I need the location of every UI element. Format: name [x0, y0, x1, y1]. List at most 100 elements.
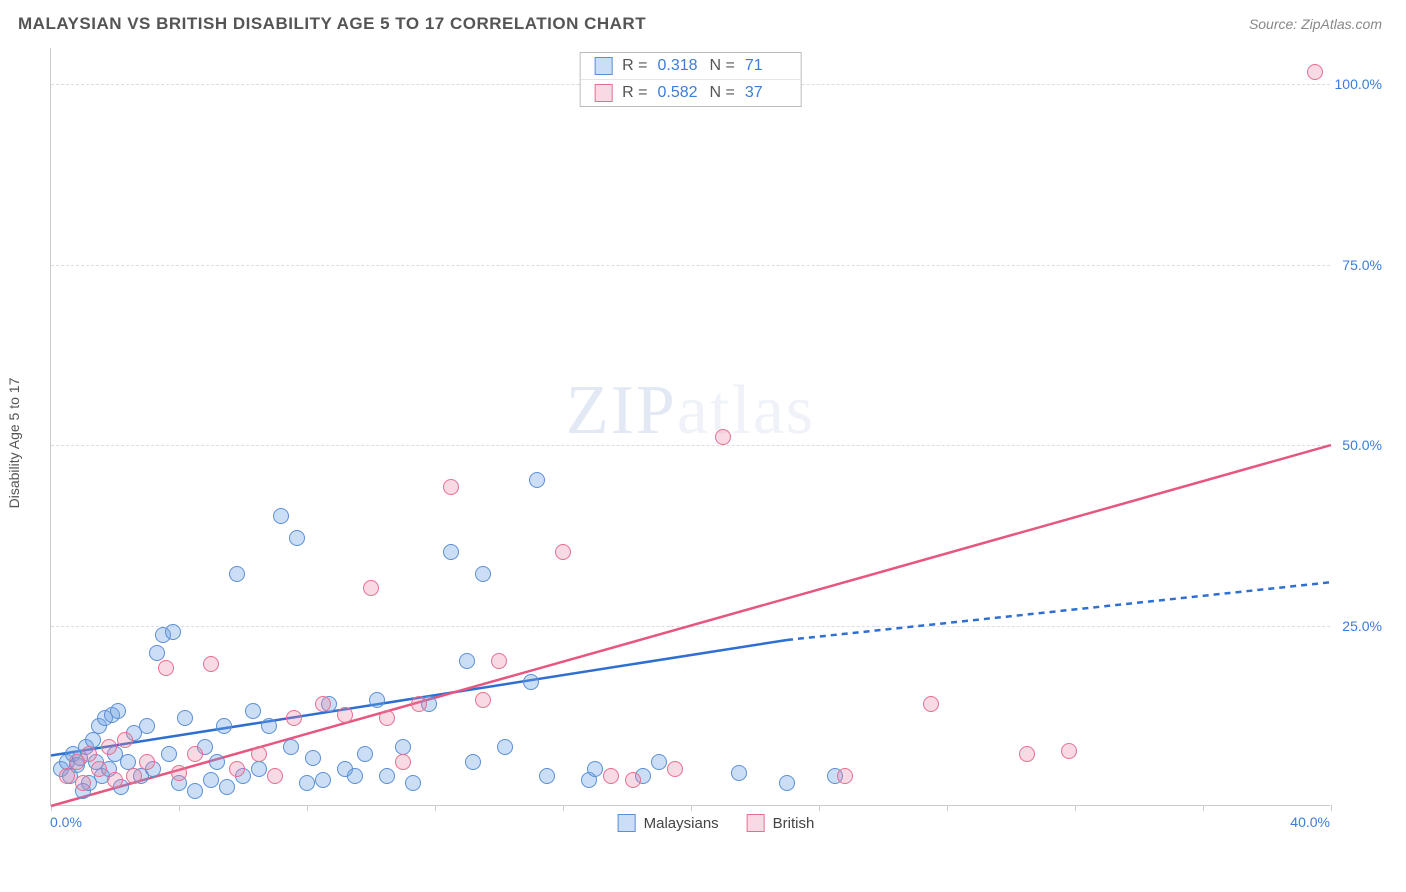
- data-point-malaysians: [187, 783, 203, 799]
- data-point-british: [1019, 746, 1035, 762]
- data-point-british: [126, 768, 142, 784]
- data-point-malaysians: [261, 718, 277, 734]
- x-tick: [563, 805, 564, 811]
- data-point-malaysians: [475, 566, 491, 582]
- swatch-british: [747, 814, 765, 832]
- data-point-british: [395, 754, 411, 770]
- data-point-british: [337, 707, 353, 723]
- data-point-british: [315, 696, 331, 712]
- data-point-malaysians: [779, 775, 795, 791]
- data-point-malaysians: [251, 761, 267, 777]
- data-point-british: [475, 692, 491, 708]
- legend-item-malaysians: Malaysians: [618, 814, 719, 832]
- n-value-british: 37: [745, 84, 787, 102]
- data-point-malaysians: [165, 624, 181, 640]
- data-point-malaysians: [443, 544, 459, 560]
- x-tick: [1331, 805, 1332, 811]
- y-tick-label: 50.0%: [1342, 437, 1382, 453]
- watermark: ZIPatlas: [566, 371, 815, 451]
- data-point-british: [667, 761, 683, 777]
- data-point-british: [363, 580, 379, 596]
- r-value-british: 0.582: [658, 84, 700, 102]
- n-value-malaysians: 71: [745, 57, 787, 75]
- y-tick-label: 25.0%: [1342, 618, 1382, 634]
- data-point-malaysians: [465, 754, 481, 770]
- data-point-malaysians: [149, 645, 165, 661]
- data-point-malaysians: [299, 775, 315, 791]
- data-point-british: [107, 772, 123, 788]
- swatch-malaysians: [594, 57, 612, 75]
- data-point-malaysians: [379, 768, 395, 784]
- data-point-malaysians: [219, 779, 235, 795]
- data-point-malaysians: [529, 472, 545, 488]
- data-point-british: [603, 768, 619, 784]
- swatch-british: [594, 84, 612, 102]
- data-point-british: [59, 768, 75, 784]
- data-point-malaysians: [497, 739, 513, 755]
- data-point-malaysians: [459, 653, 475, 669]
- data-point-malaysians: [139, 718, 155, 734]
- data-point-malaysians: [587, 761, 603, 777]
- data-point-british: [923, 696, 939, 712]
- x-tick: [819, 805, 820, 811]
- data-point-british: [555, 544, 571, 560]
- swatch-malaysians: [618, 814, 636, 832]
- data-point-malaysians: [245, 703, 261, 719]
- data-point-british: [229, 761, 245, 777]
- chart-container: Disability Age 5 to 17 ZIPatlas R = 0.31…: [50, 48, 1382, 838]
- legend-row-malaysians: R = 0.318 N = 71: [580, 53, 801, 79]
- data-point-malaysians: [273, 508, 289, 524]
- x-tick: [179, 805, 180, 811]
- trend-line-dashed-malaysians: [787, 582, 1331, 640]
- n-label: N =: [710, 57, 735, 75]
- y-tick-label: 75.0%: [1342, 257, 1382, 273]
- data-point-malaysians: [315, 772, 331, 788]
- data-point-malaysians: [731, 765, 747, 781]
- data-point-british: [117, 732, 133, 748]
- data-point-malaysians: [229, 566, 245, 582]
- x-tick: [51, 805, 52, 811]
- data-point-british: [411, 696, 427, 712]
- chart-title: MALAYSIAN VS BRITISH DISABILITY AGE 5 TO…: [18, 14, 646, 34]
- data-point-british: [91, 761, 107, 777]
- data-point-british: [171, 765, 187, 781]
- data-point-malaysians: [405, 775, 421, 791]
- x-tick: [307, 805, 308, 811]
- x-tick: [1203, 805, 1204, 811]
- data-point-british: [1061, 743, 1077, 759]
- data-point-malaysians: [369, 692, 385, 708]
- data-point-malaysians: [523, 674, 539, 690]
- y-axis-label: Disability Age 5 to 17: [6, 378, 22, 509]
- data-point-british: [715, 429, 731, 445]
- plot-area: ZIPatlas R = 0.318 N = 71 R = 0.582 N = …: [50, 48, 1330, 806]
- gridline: [51, 626, 1330, 627]
- y-tick-label: 100.0%: [1335, 76, 1382, 92]
- x-tick-min: 0.0%: [50, 814, 82, 830]
- series-legend: Malaysians British: [618, 814, 815, 832]
- data-point-malaysians: [177, 710, 193, 726]
- data-point-malaysians: [651, 754, 667, 770]
- data-point-british: [837, 768, 853, 784]
- data-point-malaysians: [347, 768, 363, 784]
- data-point-malaysians: [289, 530, 305, 546]
- source-attribution: Source: ZipAtlas.com: [1249, 16, 1382, 32]
- r-value-malaysians: 0.318: [658, 57, 700, 75]
- gridline: [51, 265, 1330, 266]
- data-point-british: [139, 754, 155, 770]
- data-point-malaysians: [357, 746, 373, 762]
- correlation-legend: R = 0.318 N = 71 R = 0.582 N = 37: [579, 52, 802, 107]
- data-point-british: [625, 772, 641, 788]
- data-point-malaysians: [203, 772, 219, 788]
- data-point-malaysians: [539, 768, 555, 784]
- data-point-malaysians: [216, 718, 232, 734]
- legend-item-british: British: [747, 814, 815, 832]
- data-point-british: [187, 746, 203, 762]
- x-tick-max: 40.0%: [1290, 814, 1330, 830]
- data-point-british: [286, 710, 302, 726]
- data-point-british: [379, 710, 395, 726]
- gridline: [51, 445, 1330, 446]
- data-point-malaysians: [209, 754, 225, 770]
- data-point-malaysians: [110, 703, 126, 719]
- r-label: R =: [622, 84, 647, 102]
- data-point-malaysians: [283, 739, 299, 755]
